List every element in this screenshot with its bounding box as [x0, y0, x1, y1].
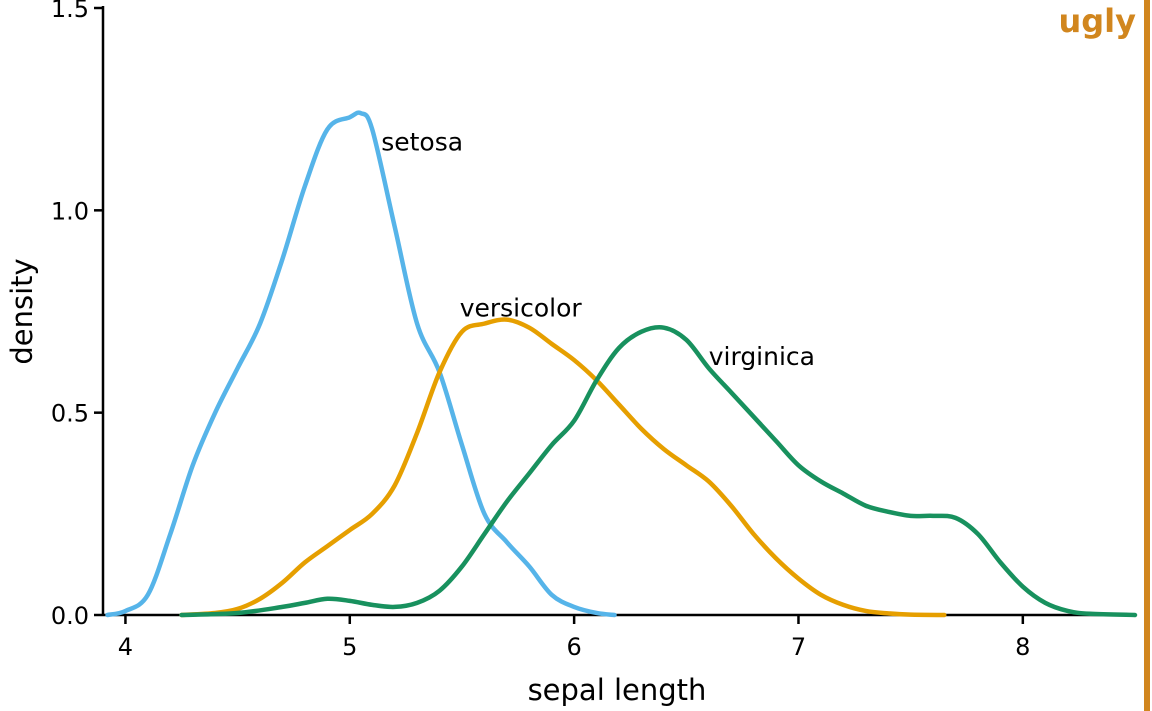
series-line-virginica: [179, 325, 1138, 618]
y-axis: 0.0 0.5 1.0 1.5: [51, 0, 105, 630]
x-axis-title: sepal length: [528, 673, 707, 707]
series-label-setosa: setosa: [381, 128, 463, 157]
ugly-stamp: ugly: [1058, 0, 1150, 711]
stamp-label: ugly: [1058, 2, 1136, 40]
series-line-setosa: [105, 110, 617, 618]
series-label-virginica: virginica: [709, 342, 815, 371]
x-tick-label: 8: [1015, 633, 1030, 661]
x-tick-label: 7: [791, 633, 806, 661]
y-tick-label: 0.0: [51, 602, 89, 630]
x-tick-label: 4: [118, 633, 133, 661]
series-label-versicolor: versicolor: [460, 293, 583, 322]
series-labels: setosa versicolor virginica: [381, 128, 815, 371]
y-tick-label: 1.0: [51, 197, 89, 225]
series-line-versicolor: [179, 317, 947, 618]
stamp-bar: [1144, 0, 1150, 711]
y-tick-label: 0.5: [51, 400, 89, 428]
x-tick-label: 6: [566, 633, 581, 661]
y-tick-label: 1.5: [51, 0, 89, 23]
series-group: [105, 110, 1138, 618]
y-axis-title: density: [5, 258, 39, 364]
x-axis: 4 5 6 7 8: [103, 613, 1135, 661]
x-tick-label: 5: [342, 633, 357, 661]
